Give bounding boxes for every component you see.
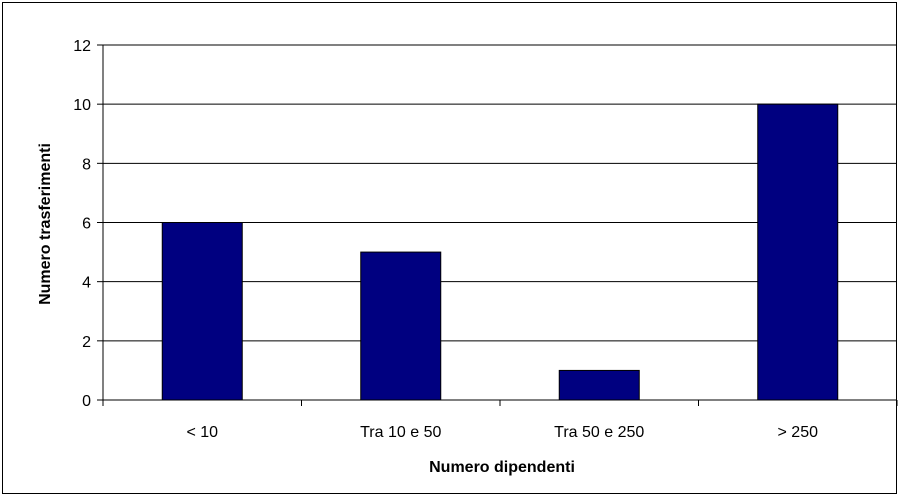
bar	[757, 103, 839, 401]
x-tick-label: > 250	[778, 424, 819, 441]
tick-labels: 0 2 4 6 8 10 12 < 10 Tra 10 e 50 Tra 50 e 250 > 25…	[73, 38, 818, 441]
x-tick-label: Tra 50 e 250	[554, 424, 644, 441]
bar	[360, 251, 442, 401]
y-axis-title: Numero trasferimenti	[37, 143, 54, 305]
axes	[97, 44, 898, 406]
x-tick-label: Tra 10 e 50	[360, 424, 441, 441]
y-tick-label: 8	[82, 156, 91, 173]
bar	[558, 369, 640, 401]
y-tick-label: 10	[73, 97, 91, 114]
y-tick-label: 6	[82, 216, 91, 233]
y-tick-label: 2	[82, 334, 91, 351]
bar	[161, 222, 243, 401]
x-tick-label: < 10	[186, 424, 218, 441]
y-tick-label: 12	[73, 38, 91, 55]
y-tick-label: 4	[82, 275, 91, 292]
x-axis-title: Numero dipendenti	[429, 459, 575, 476]
bars	[161, 103, 839, 401]
y-tick-label: 0	[82, 393, 91, 410]
